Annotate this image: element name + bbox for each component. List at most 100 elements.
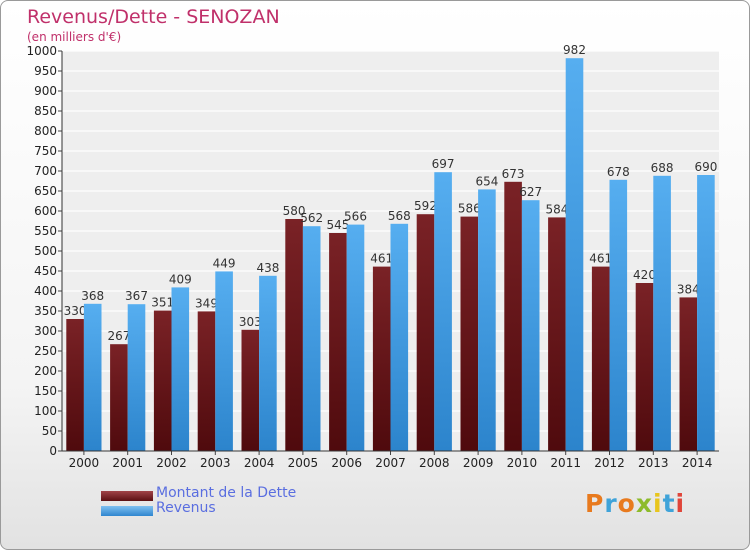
data-label: 688 [651,161,674,175]
x-tick-label: 2009 [463,456,494,470]
y-tick-label: 750 [34,144,57,158]
data-label: 678 [607,165,630,179]
data-label: 690 [694,160,717,174]
x-tick-label: 2010 [507,456,538,470]
bar-revenus [259,275,277,451]
data-label: 584 [545,202,568,216]
y-tick-label: 800 [34,124,57,138]
data-label: 586 [458,202,481,216]
bar-dette [285,219,303,451]
data-label: 438 [256,261,279,275]
y-tick-label: 250 [34,344,57,358]
data-label: 367 [125,289,148,303]
y-tick-label: 300 [34,324,57,338]
y-tick-label: 600 [34,204,57,218]
y-tick-label: 350 [34,304,57,318]
bar-revenus [215,271,233,451]
data-label: 420 [633,268,656,282]
bar-dette [416,214,435,451]
bar-dette [197,311,216,451]
x-tick-label: 2001 [112,456,143,470]
bar-dette [460,216,479,451]
bar-dette [110,344,128,451]
x-tick-label: 2002 [156,456,187,470]
data-label: 384 [677,282,700,296]
bar-revenus [653,175,671,452]
x-tick-label: 2007 [375,456,406,470]
y-tick-label: 950 [34,64,57,78]
y-tick-label: 0 [49,444,57,458]
bar-revenus [83,303,102,451]
data-label: 449 [213,256,236,270]
bar-revenus [521,200,540,451]
bar-revenus [171,287,190,451]
x-tick-label: 2006 [331,456,362,470]
logo-letter: x [635,489,653,518]
bar-dette [591,266,610,451]
legend-label-dette: Montant de la Dette [156,485,297,501]
chart-title: Revenus/Dette - SENOZAN [27,6,280,28]
x-tick-label: 2005 [288,456,319,470]
bar-dette [241,329,260,451]
x-tick-label: 2011 [550,456,581,470]
data-label: 545 [326,218,349,232]
data-label: 351 [151,296,174,310]
bar-dette [504,181,522,452]
data-label: 330 [64,304,87,318]
data-label: 368 [81,289,104,303]
data-label: 303 [239,315,262,329]
bar-dette [66,319,84,451]
bar-dette [329,233,347,451]
legend-swatch-revenus [101,506,153,516]
y-tick-label: 700 [34,164,57,178]
y-tick-label: 400 [34,284,57,298]
legend-swatch-dette [101,491,153,501]
logo-letter: i [653,489,663,518]
x-tick-label: 2013 [638,456,669,470]
bar-revenus [609,179,628,452]
y-tick-label: 900 [34,84,57,98]
bar-dette [372,266,391,451]
y-tick-label: 200 [34,364,57,378]
y-tick-label: 550 [34,224,57,238]
bar-revenus [346,224,365,451]
logo-letter: o [617,489,636,518]
data-label: 562 [300,211,323,225]
x-tick-label: 2014 [682,456,713,470]
bar-dette [153,310,172,451]
logo-letter: r [604,489,618,518]
bar-revenus [478,189,496,451]
logo-letter: P [585,489,605,518]
logo-letter: i [675,489,686,518]
bar-revenus [565,58,584,451]
x-tick-label: 2008 [419,456,450,470]
y-tick-label: 850 [34,104,57,118]
y-tick-label: 50 [42,424,57,438]
bar-revenus [434,172,452,451]
data-label: 267 [107,329,130,343]
data-label: 673 [502,167,525,181]
legend-label-revenus: Revenus [156,500,216,516]
y-tick-label: 650 [34,184,57,198]
y-tick-label: 450 [34,264,57,278]
logo-letter: t [662,489,676,518]
proxiti-logo: Proxiti [585,489,685,518]
x-tick-label: 2003 [200,456,231,470]
bar-dette [635,283,654,451]
data-label: 566 [344,210,367,224]
data-label: 580 [283,204,306,218]
bar-revenus [127,304,146,451]
x-tick-label: 2000 [69,456,100,470]
y-tick-label: 1000 [26,44,57,58]
bar-dette [548,217,566,451]
bar-revenus [302,226,321,451]
bar-revenus [390,223,409,451]
y-tick-label: 100 [34,404,57,418]
data-label: 461 [370,252,393,266]
data-label: 627 [519,185,542,199]
data-label: 349 [195,296,218,310]
x-tick-label: 2004 [244,456,275,470]
data-label: 592 [414,199,437,213]
